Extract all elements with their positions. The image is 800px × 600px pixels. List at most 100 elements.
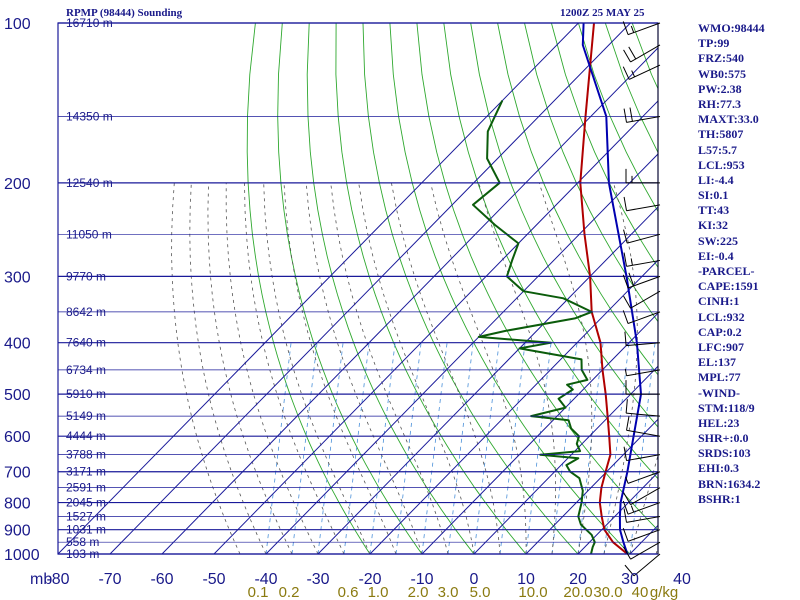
pressure-tick-label: 400 [4, 336, 31, 353]
wind-barb-flag [623, 49, 631, 63]
dry-adiabat [767, 23, 800, 565]
mixing-ratio-label: 0.1 [248, 584, 269, 600]
wind-barb [626, 516, 661, 523]
series-parcel-line [581, 23, 642, 554]
dry-adiabat [794, 23, 800, 565]
mixing-ratio-label: 40 [632, 584, 649, 600]
wind-barb [627, 311, 661, 324]
wind-barb [626, 116, 661, 123]
index-item: MPL:77 [698, 370, 741, 385]
wind-barb [626, 342, 661, 347]
mixing-ratio-label: 1.0 [368, 584, 389, 600]
temperature-tick-label: -20 [358, 571, 381, 588]
wind-barb-flag [622, 310, 629, 324]
wind-barb-flag [631, 70, 636, 78]
wind-barb-flag [623, 295, 631, 309]
temperature-tick-label: 0 [470, 571, 479, 588]
mixing-ratio-line [421, 342, 448, 554]
index-item: PW:2.38 [698, 81, 742, 96]
temperature-tick-label: -40 [254, 571, 277, 588]
mixing-ratio-line [265, 342, 292, 554]
wind-barb [627, 233, 661, 244]
temperature-tick-label: -10 [410, 571, 433, 588]
mixing-ratio-line [603, 342, 630, 554]
wind-barb-flag [623, 508, 628, 523]
dry-adiabat [577, 23, 658, 213]
wind-barb-flag [624, 564, 635, 577]
wind-barb-flag [625, 476, 629, 484]
chart-title: RPMP (98444) Sounding [66, 7, 183, 19]
temperature-tick-label: 30 [621, 571, 639, 588]
mixing-ratio-label: 0.6 [338, 584, 359, 600]
chart-timestamp: 1200Z 25 MAY 25 [560, 7, 645, 19]
wind-barb [626, 412, 661, 417]
dry-adiabat [497, 23, 658, 376]
series-dewpoint-line [472, 100, 596, 554]
height-label: 5910 m [66, 387, 106, 401]
index-item: CINH:1 [698, 294, 740, 309]
height-label: 16710 m [66, 16, 113, 30]
mixing-ratio-line [369, 342, 396, 554]
height-label: 2591 m [66, 481, 106, 495]
wind-barb-flag [623, 492, 631, 505]
pressure-tick-label: 700 [4, 465, 31, 482]
mixing-ratio-label: 2.0 [408, 584, 429, 600]
isotherm [161, 47, 658, 554]
wind-barb-flag [630, 505, 635, 513]
wind-barb-flag [622, 21, 629, 35]
index-item: SI:0.1 [698, 188, 729, 203]
wind-barb-flag [622, 66, 630, 80]
moist-adiabat [263, 182, 371, 554]
wind-barb [627, 471, 661, 484]
index-item: KI:32 [698, 218, 728, 233]
index-item: BRN:1634.2 [698, 476, 761, 491]
index-item: FRZ:540 [698, 51, 744, 66]
mixing-ratio-label: 5.0 [470, 584, 491, 600]
mixing-ratio-line [317, 342, 344, 554]
mixing-ratio-label: 3.0 [438, 584, 459, 600]
isotherm [58, 23, 579, 554]
wind-barb [630, 290, 661, 309]
wind-barb-flag [624, 368, 628, 376]
pressure-tick-label: 300 [4, 269, 31, 286]
pressure-tick-label: 200 [4, 176, 31, 193]
index-item: LCL:932 [698, 309, 745, 324]
pressure-tick-label: 500 [4, 387, 31, 404]
moist-adiabat [538, 182, 593, 554]
mixing-ratio-line [291, 342, 318, 554]
wind-barb [630, 487, 661, 506]
dry-adiabat [524, 23, 658, 323]
wind-barb-flag [628, 46, 637, 60]
index-item: HEL:23 [698, 415, 740, 430]
pressure-tick-label: 100 [4, 16, 31, 33]
height-label: 9770 m [66, 269, 106, 283]
wind-barb [626, 204, 661, 212]
isotherm [265, 153, 658, 554]
wind-barb [630, 44, 661, 63]
temperature-tick-label: 20 [569, 571, 587, 588]
pressure-tick-label: 1000 [4, 547, 40, 564]
index-item: SRDS:103 [698, 446, 751, 461]
wind-barb-flag [624, 331, 627, 346]
mixing-ratio-line [499, 342, 526, 554]
wind-barb-flag [623, 252, 628, 267]
index-item: EHI:0.3 [698, 461, 740, 476]
index-item: LFC:907 [698, 339, 744, 354]
mixing-ratio-line [473, 342, 500, 554]
plot-frame [57, 22, 659, 555]
isotherm [109, 23, 631, 554]
indices-panel: WMO:98444 TP:99 FRZ:540 WB0:575 PW:2.38 RH:77… [698, 21, 765, 507]
isotherm [421, 312, 658, 554]
index-item: RH:77.3 [698, 96, 741, 111]
index-item: STM:118/9 [698, 400, 755, 415]
moist-adiabat [207, 182, 293, 554]
height-label: 103 m [66, 547, 99, 561]
height-label: 1031 m [66, 523, 106, 537]
index-item: TT:43 [698, 203, 730, 218]
index-item: LCL:953 [698, 157, 745, 172]
wind-barb [626, 429, 661, 437]
wind-barb-flag [626, 416, 630, 431]
index-item: MAXT:33.0 [698, 112, 759, 127]
wind-barb-flag [622, 500, 629, 515]
